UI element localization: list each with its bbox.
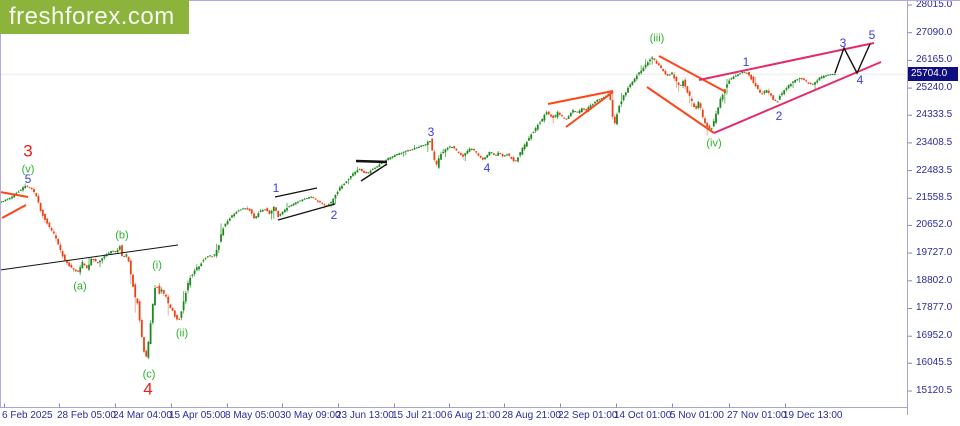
price-axis-label: 24333.5 bbox=[916, 109, 953, 121]
price-axis-label: 17877.0 bbox=[916, 302, 953, 314]
time-axis-label: 24 Mar 04:00 bbox=[113, 410, 172, 421]
time-axis-label: 28 Feb 05:00 bbox=[57, 410, 116, 421]
current-price-tag: 25704.0 bbox=[908, 67, 958, 82]
time-axis-label: 22 Sep 01:00 bbox=[558, 410, 618, 421]
price-axis-label: 26165.0 bbox=[916, 54, 953, 66]
time-axis-label: 6 Aug 21:00 bbox=[447, 410, 501, 421]
time-axis-label: 6 Feb 2025 bbox=[2, 410, 53, 421]
price-axis-label: 16045.5 bbox=[916, 357, 953, 369]
price-axis-label: 23408.5 bbox=[916, 136, 953, 148]
time-axis-label: 30 May 09:00 bbox=[280, 410, 341, 421]
price-axis-label: 15120.5 bbox=[916, 385, 953, 396]
current-price-value: 25704.0 bbox=[911, 68, 948, 80]
time-axis-label: 8 May 05:00 bbox=[225, 410, 281, 421]
price-axis-label: 18802.0 bbox=[916, 274, 953, 286]
time-axis-label: 5 Nov 01:00 bbox=[670, 410, 724, 421]
price-axis-label: 22483.5 bbox=[916, 164, 953, 176]
time-axis-label: 14 Oct 01:00 bbox=[614, 410, 672, 421]
logo-text: freshforex.com bbox=[9, 3, 175, 30]
price-axis-label: 16952.0 bbox=[916, 330, 953, 342]
time-axis-label: 28 Aug 21:00 bbox=[502, 410, 561, 421]
price-axis-label: 19727.0 bbox=[916, 247, 953, 259]
price-axis-label: 25240.0 bbox=[916, 82, 953, 94]
price-axis-label: 28015.0 bbox=[916, 0, 953, 10]
price-axis-label: 20652.0 bbox=[916, 219, 953, 231]
time-axis-label: 23 Jun 13:00 bbox=[336, 410, 394, 421]
time-axis-label: 19 Dec 13:00 bbox=[783, 410, 843, 421]
freshforex-logo: freshforex.com bbox=[0, 0, 189, 34]
price-axis-label: 27090.0 bbox=[916, 26, 953, 38]
time-axis-label: 15 Apr 05:00 bbox=[169, 410, 226, 421]
time-axis-label: 15 Jul 21:00 bbox=[392, 410, 447, 421]
price-axis-label: 21558.5 bbox=[916, 192, 953, 204]
time-axis-label: 27 Nov 01:00 bbox=[727, 410, 787, 421]
